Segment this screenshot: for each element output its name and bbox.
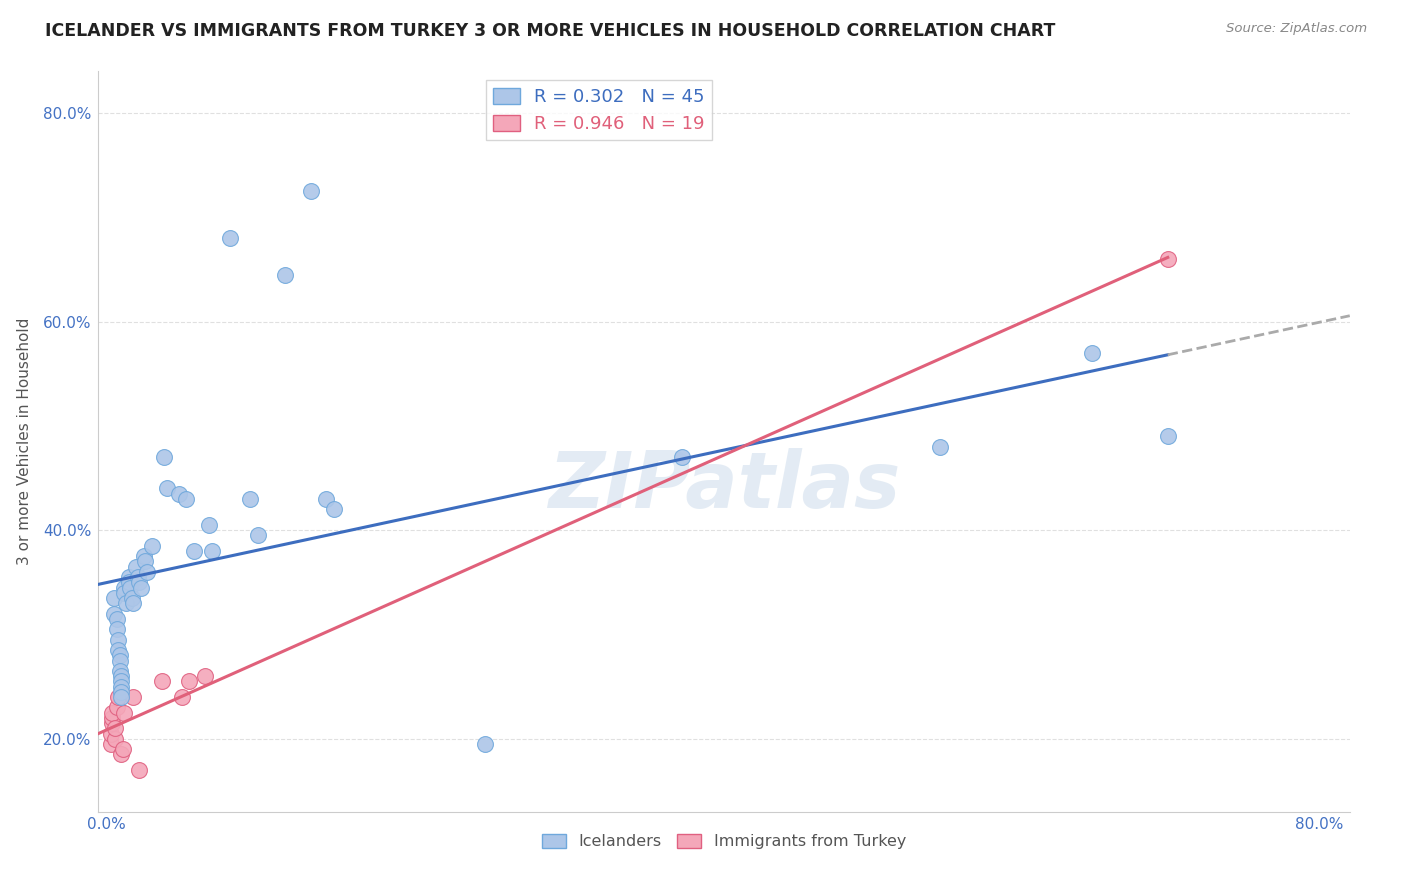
Point — [128, 763, 150, 777]
Point — [141, 539, 163, 553]
Point — [110, 685, 132, 699]
Point — [101, 716, 124, 731]
Point — [107, 643, 129, 657]
Point — [120, 581, 142, 595]
Point — [299, 184, 322, 198]
Point — [179, 674, 201, 689]
Point — [122, 690, 145, 704]
Point — [121, 591, 143, 605]
Point — [474, 737, 496, 751]
Point — [110, 669, 132, 683]
Point — [110, 674, 132, 689]
Y-axis label: 3 or more Vehicles in Household: 3 or more Vehicles in Household — [17, 318, 32, 566]
Point — [101, 711, 124, 725]
Point — [110, 747, 132, 762]
Point — [194, 669, 217, 683]
Point — [108, 648, 131, 663]
Point — [127, 570, 149, 584]
Point — [104, 731, 127, 746]
Point — [1081, 346, 1104, 360]
Point — [156, 482, 179, 496]
Point — [107, 690, 129, 704]
Point — [176, 491, 198, 506]
Point — [100, 737, 122, 751]
Point — [239, 491, 262, 506]
Text: Source: ZipAtlas.com: Source: ZipAtlas.com — [1226, 22, 1367, 36]
Point — [150, 674, 173, 689]
Point — [134, 554, 156, 568]
Point — [132, 549, 155, 564]
Point — [129, 581, 152, 595]
Point — [183, 544, 205, 558]
Text: ICELANDER VS IMMIGRANTS FROM TURKEY 3 OR MORE VEHICLES IN HOUSEHOLD CORRELATION : ICELANDER VS IMMIGRANTS FROM TURKEY 3 OR… — [45, 22, 1056, 40]
Point — [100, 726, 122, 740]
Point — [105, 622, 128, 636]
Point — [112, 586, 135, 600]
Point — [108, 664, 131, 678]
Point — [929, 440, 952, 454]
Point — [198, 518, 221, 533]
Point — [112, 706, 135, 720]
Legend: Icelanders, Immigrants from Turkey: Icelanders, Immigrants from Turkey — [536, 827, 912, 855]
Point — [107, 632, 129, 647]
Point — [105, 612, 128, 626]
Point — [201, 544, 224, 558]
Point — [111, 742, 134, 756]
Point — [110, 690, 132, 704]
Point — [246, 528, 269, 542]
Point — [110, 680, 132, 694]
Point — [219, 231, 242, 245]
Point — [122, 596, 145, 610]
Point — [112, 581, 135, 595]
Text: ZIPatlas: ZIPatlas — [548, 448, 900, 524]
Point — [322, 502, 344, 516]
Point — [167, 486, 190, 500]
Point — [108, 653, 131, 667]
Point — [104, 721, 127, 735]
Point — [103, 591, 125, 605]
Point — [1157, 429, 1180, 443]
Point — [118, 575, 141, 590]
Point — [118, 570, 141, 584]
Point — [1157, 252, 1180, 266]
Point — [671, 450, 693, 465]
Point — [114, 596, 136, 610]
Point — [105, 700, 128, 714]
Point — [101, 706, 124, 720]
Point — [152, 450, 174, 465]
Point — [103, 607, 125, 621]
Point — [136, 565, 159, 579]
Point — [315, 491, 337, 506]
Point — [128, 575, 150, 590]
Point — [125, 559, 148, 574]
Point — [170, 690, 193, 704]
Point — [274, 268, 297, 282]
